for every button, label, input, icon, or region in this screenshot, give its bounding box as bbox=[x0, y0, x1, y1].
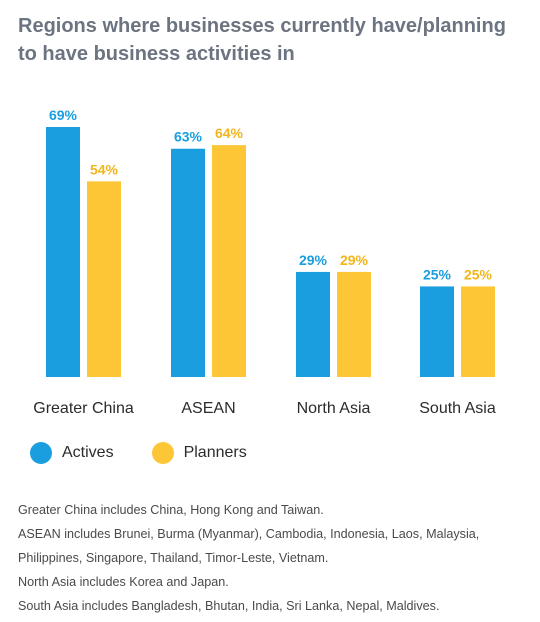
data-label: 25% bbox=[423, 266, 452, 282]
footnote: North Asia includes Korea and Japan. bbox=[18, 575, 229, 589]
data-label: 54% bbox=[90, 161, 119, 177]
data-label: 29% bbox=[299, 252, 328, 268]
category-label: North Asia bbox=[297, 400, 371, 417]
bar-actives-north-asia bbox=[296, 271, 330, 377]
data-label: 64% bbox=[215, 125, 244, 141]
footnote: Philippines, Singapore, Thailand, Timor-… bbox=[18, 551, 329, 565]
bar-planners-north-asia bbox=[337, 271, 371, 377]
legend-swatch-planners bbox=[151, 442, 174, 464]
chart-title: Regions where businesses currently have/… bbox=[18, 15, 506, 65]
bar-chart: 69% 54% Greater China 63% 64% ASEAN 29% 29% Nort… bbox=[33, 107, 496, 417]
bar-actives-asean bbox=[171, 148, 205, 377]
legend-item-actives: Actives bbox=[30, 442, 114, 464]
bar-planners-greater-china bbox=[87, 181, 121, 377]
legend-label-actives: Actives bbox=[62, 444, 114, 461]
legend: Actives Planners bbox=[30, 440, 285, 466]
footnote: Greater China includes China, Hong Kong … bbox=[18, 503, 324, 517]
legend-label-planners: Planners bbox=[183, 444, 247, 461]
bar-actives-greater-china bbox=[46, 127, 80, 377]
data-label: 25% bbox=[464, 266, 493, 282]
bar-planners-south-asia bbox=[461, 286, 495, 377]
data-label: 69% bbox=[49, 107, 78, 123]
footnote: ASEAN includes Brunei, Burma (Myanmar), … bbox=[18, 527, 480, 541]
category-label: South Asia bbox=[419, 400, 496, 417]
bar-planners-asean bbox=[212, 145, 246, 377]
data-label: 29% bbox=[340, 252, 369, 268]
category-label: Greater China bbox=[33, 400, 134, 417]
legend-swatch-actives bbox=[30, 442, 52, 464]
footnote: South Asia includes Bangladesh, Bhutan, … bbox=[18, 599, 440, 613]
bar-actives-south-asia bbox=[420, 286, 454, 377]
footnotes: Greater China includes China, Hong Kong … bbox=[18, 498, 533, 618]
data-label: 63% bbox=[174, 129, 203, 145]
category-label: ASEAN bbox=[181, 400, 235, 417]
legend-item-planners: Planners bbox=[151, 442, 247, 464]
